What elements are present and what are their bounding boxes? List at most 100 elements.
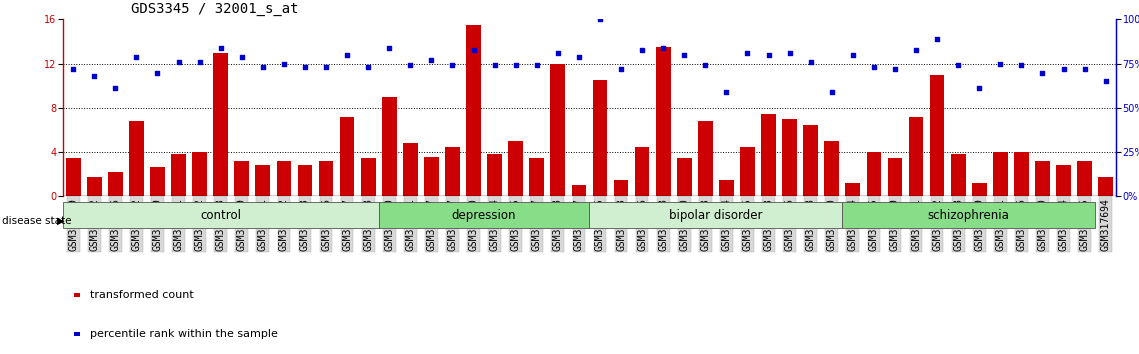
Point <box>675 52 694 58</box>
Bar <box>319 161 334 196</box>
Bar <box>761 114 776 196</box>
Text: ▶: ▶ <box>57 216 65 226</box>
Text: schizophrenia: schizophrenia <box>928 209 1009 222</box>
Point <box>232 54 251 59</box>
Point <box>148 70 166 75</box>
Bar <box>572 185 587 196</box>
Point <box>1033 70 1051 75</box>
Point <box>64 66 82 72</box>
Bar <box>993 152 1008 196</box>
Bar <box>297 166 312 196</box>
Point <box>465 47 483 52</box>
Point <box>527 63 546 68</box>
Point <box>991 61 1009 67</box>
Bar <box>677 158 691 196</box>
Point <box>633 47 652 52</box>
Bar <box>1056 166 1071 196</box>
Bar <box>1014 152 1029 196</box>
Bar <box>951 154 966 196</box>
Text: transformed count: transformed count <box>90 290 194 300</box>
Bar <box>634 147 649 196</box>
Text: percentile rank within the sample: percentile rank within the sample <box>90 329 278 339</box>
Bar <box>129 121 144 196</box>
Point <box>549 50 567 56</box>
Point <box>822 89 841 95</box>
Point <box>296 64 314 70</box>
Point <box>928 36 947 42</box>
Bar <box>63 202 378 228</box>
Bar <box>87 177 101 196</box>
Point <box>190 59 208 65</box>
Point <box>1097 79 1115 84</box>
Bar <box>803 125 818 196</box>
Bar <box>719 180 734 196</box>
Bar <box>740 147 755 196</box>
Bar <box>66 158 81 196</box>
Bar <box>255 166 270 196</box>
Point <box>507 63 525 68</box>
Text: control: control <box>200 209 241 222</box>
Bar <box>445 147 460 196</box>
Text: disease state: disease state <box>2 216 72 226</box>
Bar <box>698 121 713 196</box>
Point <box>738 50 756 56</box>
Bar <box>403 143 418 196</box>
Bar <box>508 141 523 196</box>
Bar <box>171 154 186 196</box>
Point <box>254 64 272 70</box>
Text: depression: depression <box>452 209 516 222</box>
Bar <box>192 152 207 196</box>
Point <box>485 63 503 68</box>
Point <box>128 54 146 59</box>
Point <box>359 64 377 70</box>
Bar <box>235 161 249 196</box>
Point <box>802 59 820 65</box>
Point <box>696 63 714 68</box>
Point <box>886 66 904 72</box>
Bar <box>782 119 797 196</box>
Point <box>654 45 672 51</box>
Bar <box>842 202 1096 228</box>
Bar <box>213 53 228 196</box>
Point <box>760 52 778 58</box>
Point <box>907 47 925 52</box>
Point <box>212 45 230 51</box>
Point <box>718 89 736 95</box>
Point <box>443 63 461 68</box>
Bar <box>530 158 544 196</box>
Bar <box>909 117 924 196</box>
Bar <box>1077 161 1092 196</box>
Bar <box>550 64 565 196</box>
Bar <box>825 141 839 196</box>
Bar <box>1098 177 1113 196</box>
Bar <box>339 117 354 196</box>
Point <box>949 63 967 68</box>
Bar <box>277 161 292 196</box>
Bar <box>361 158 376 196</box>
Point <box>970 86 989 91</box>
Point <box>865 64 883 70</box>
Point <box>1075 66 1093 72</box>
Point <box>85 73 104 79</box>
Text: bipolar disorder: bipolar disorder <box>669 209 763 222</box>
Point <box>423 57 441 63</box>
Point <box>1055 66 1073 72</box>
Point <box>401 63 419 68</box>
Bar <box>108 172 123 196</box>
Text: GDS3345 / 32001_s_at: GDS3345 / 32001_s_at <box>131 2 298 16</box>
Bar <box>845 183 860 196</box>
Bar <box>590 202 843 228</box>
Point <box>780 50 798 56</box>
Point <box>570 54 588 59</box>
Point <box>274 61 293 67</box>
Bar <box>972 183 986 196</box>
Bar <box>656 47 671 196</box>
Bar <box>466 25 481 196</box>
Bar <box>382 97 396 196</box>
Bar <box>614 180 629 196</box>
Bar <box>867 152 882 196</box>
Point <box>591 17 609 22</box>
Bar <box>487 154 502 196</box>
Point <box>380 45 399 51</box>
Bar <box>150 167 165 196</box>
